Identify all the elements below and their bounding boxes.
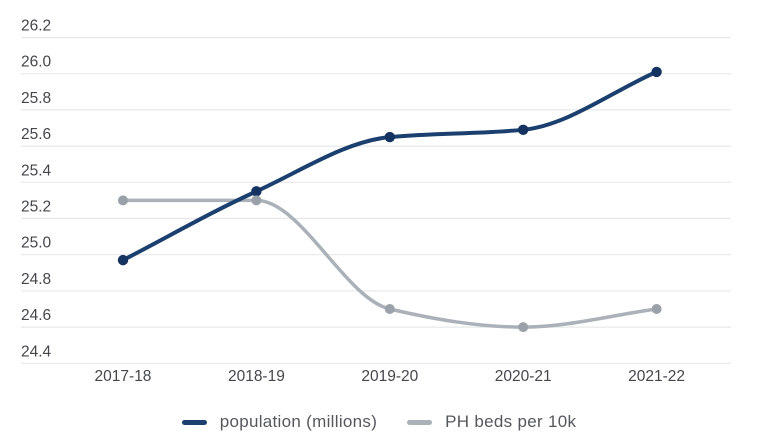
y-tick-label: 26.0 [21,54,52,71]
legend-swatch-population-icon [181,419,207,425]
chart-legend: population (millions) PH beds per 10k [0,400,758,444]
x-tick-label: 2018-19 [228,368,285,385]
legend-item-population: population (millions) [181,412,378,432]
data-point-ph-beds [518,322,529,333]
y-tick-label: 25.4 [21,162,52,179]
line-chart: 26.2 26.0 25.8 25.6 25.4 25.2 25.0 24.8 24.6 24.4… [21,18,731,385]
x-tick-label: 2019-20 [361,368,418,385]
data-point-population [651,66,662,78]
y-tick-label: 25.8 [21,90,51,107]
y-tick-label: 24.6 [21,307,51,324]
legend-label-ph-beds: PH beds per 10k [445,412,577,431]
y-tick-label: 26.2 [21,18,51,35]
y-tick-label: 25.0 [21,235,52,252]
data-point-ph-beds [651,304,662,314]
x-tick-label: 2017-18 [95,368,152,385]
legend-label-population: population (millions) [219,412,378,431]
y-tick-label: 25.2 [21,199,51,216]
data-point-ph-beds [251,195,262,206]
data-point-population [384,131,395,143]
y-tick-label: 24.8 [21,271,51,288]
x-tick-label: 2020-21 [495,368,552,385]
y-tick-label: 25.6 [21,126,51,143]
series-line-population [121,69,659,263]
data-point-ph-beds [118,195,128,206]
y-tick-label: 24.4 [21,343,52,360]
data-point-ph-beds [384,304,395,314]
data-point-population [518,124,529,136]
legend-swatch-ph-beds-icon [407,419,433,425]
data-point-population [117,254,129,266]
x-tick-label: 2021-22 [628,368,685,385]
data-point-population [251,186,262,197]
legend-item-ph-beds: PH beds per 10k [407,412,576,432]
